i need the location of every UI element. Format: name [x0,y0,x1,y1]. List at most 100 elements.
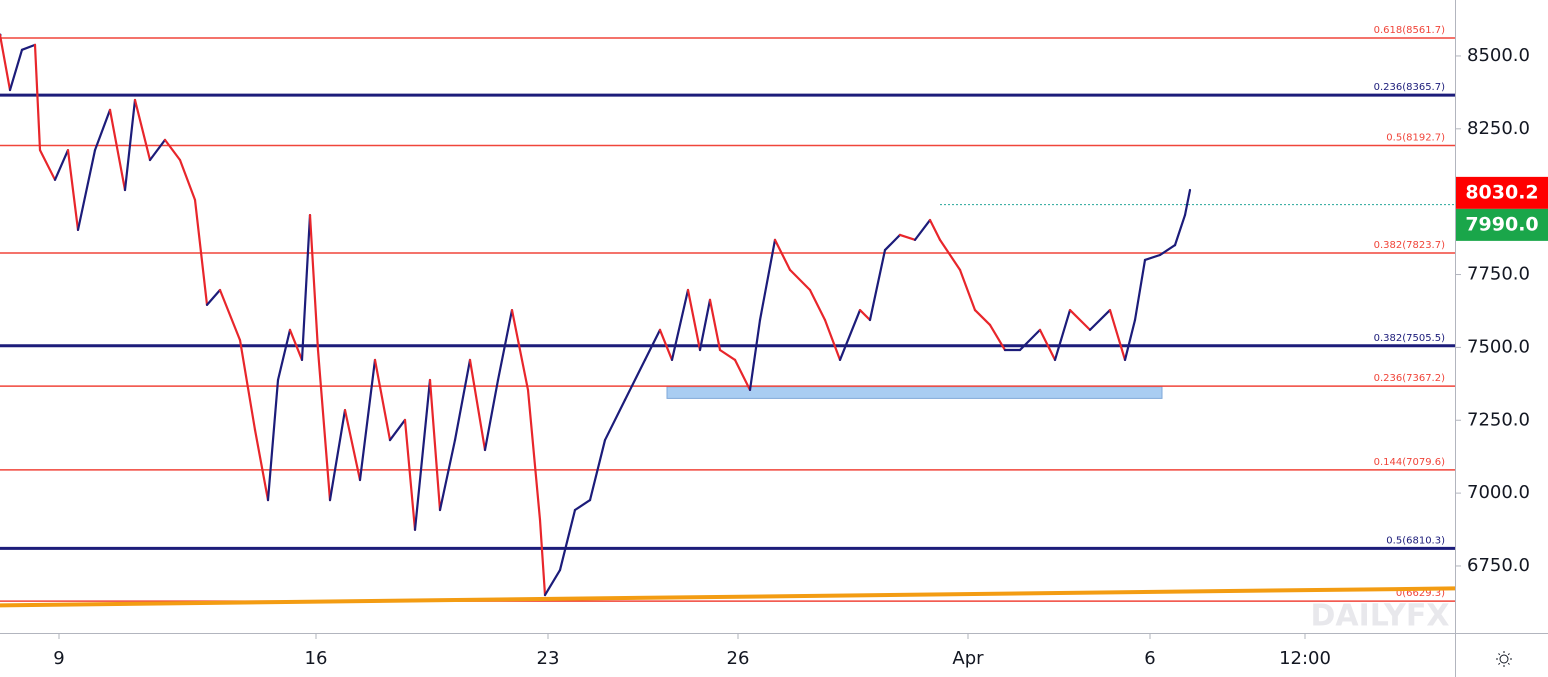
price-segment [205,288,222,306]
price-segment [453,358,472,442]
fib-level-label: 0.382(7505.5) [1374,333,1446,344]
y-tick-label: 7750.0 [1467,264,1530,285]
fib-level-label: 0.5(8192.7) [1386,133,1445,144]
price-segment [603,398,627,442]
fib-level-label: 0.144(7079.6) [1374,457,1446,468]
fib-level-label: 0.382(7823.7) [1374,240,1446,251]
price-segment [526,388,542,522]
price-segment [33,43,42,152]
price-segment [1173,213,1187,247]
price-segment [588,438,607,502]
price-segment [343,408,362,482]
price-segment [0,33,12,92]
price-segment [823,318,842,362]
icon-part [1499,654,1509,664]
price-label-box [1456,208,1548,241]
price-segment [483,378,500,452]
price-segment [733,358,752,392]
price-segment [238,339,257,431]
price-segment [253,428,270,502]
price-segment [973,308,992,327]
price-segment [758,238,777,322]
price-segment [133,98,152,162]
price-segment [38,148,57,181]
price-segment [1088,308,1112,332]
price-label-box [1456,176,1548,209]
watermark: DAILYFX [1310,599,1449,634]
price-segment [178,158,197,202]
price-segment [1018,328,1042,352]
price-segment [670,288,690,362]
x-tick-label: 9 [53,648,64,669]
price-segment [1123,318,1137,362]
settings-icon[interactable] [1496,651,1512,667]
price-segment [988,323,1007,352]
price-segment [788,268,812,292]
price-segment [1143,253,1162,262]
price-segment [1133,258,1147,322]
price-segment [148,138,167,162]
price-segment [658,328,674,362]
fib-level-label: 0.5(6810.3) [1386,535,1445,546]
price-segment [1053,308,1072,362]
price-segment [558,508,577,572]
price-segment [958,268,977,312]
price-segment [413,378,432,531]
fib-level-label: 0.236(7367.2) [1374,373,1446,384]
price-segment [1158,243,1177,257]
price-segment [358,358,377,482]
price-segment [300,213,312,362]
price-segment [438,438,457,512]
price-segment [1183,188,1192,217]
price-segment [858,308,872,322]
price-segment [328,408,347,502]
price-segment [308,213,320,352]
price-segment [8,48,24,92]
price-segment [276,328,292,382]
price-segment [718,348,737,362]
price-segment [686,288,702,352]
support-zone [666,386,1163,399]
price-segment [468,358,487,452]
price-segment [388,418,407,442]
price-segment [698,298,712,352]
y-tick-label: 7250.0 [1467,409,1530,430]
price-segment [868,248,887,322]
y-tick-label: 8500.0 [1467,45,1530,66]
trendline [0,586,1456,608]
price-segment [573,499,592,512]
price-segment [218,288,242,342]
price-segment [66,148,80,232]
price-segment [898,233,917,241]
x-tick-label: 6 [1144,648,1155,669]
price-segment [883,233,902,252]
price-segment [496,308,514,382]
price-segment [1038,328,1057,362]
y-tick-label: 8250.0 [1467,118,1530,139]
price-segment [538,518,547,597]
icon-part [1496,651,1512,667]
fib-level-label: 0.618(8561.7) [1374,25,1446,36]
price-segment [123,98,137,192]
price-segment [108,108,127,192]
y-tick-label: 6750.0 [1467,555,1530,576]
price-segment [838,308,862,362]
y-tick-label: 7000.0 [1467,482,1530,503]
price-segment [428,378,442,512]
price-segment [928,218,942,241]
price-label: 7990.0 [1465,213,1538,235]
x-tick-label: 16 [305,648,328,669]
price-segment [938,238,962,271]
fib-level-label: 0(6629.3) [1396,588,1445,599]
price-segment [266,378,280,502]
price-segment [748,318,762,392]
price-label: 8030.2 [1465,181,1538,203]
x-tick-label: 26 [727,648,750,669]
price-segment [53,148,70,181]
y-tick-label: 7500.0 [1467,336,1530,357]
price-segment [623,358,647,401]
x-tick-label: 23 [537,648,560,669]
price-segment [543,568,562,597]
price-segment [163,138,182,162]
